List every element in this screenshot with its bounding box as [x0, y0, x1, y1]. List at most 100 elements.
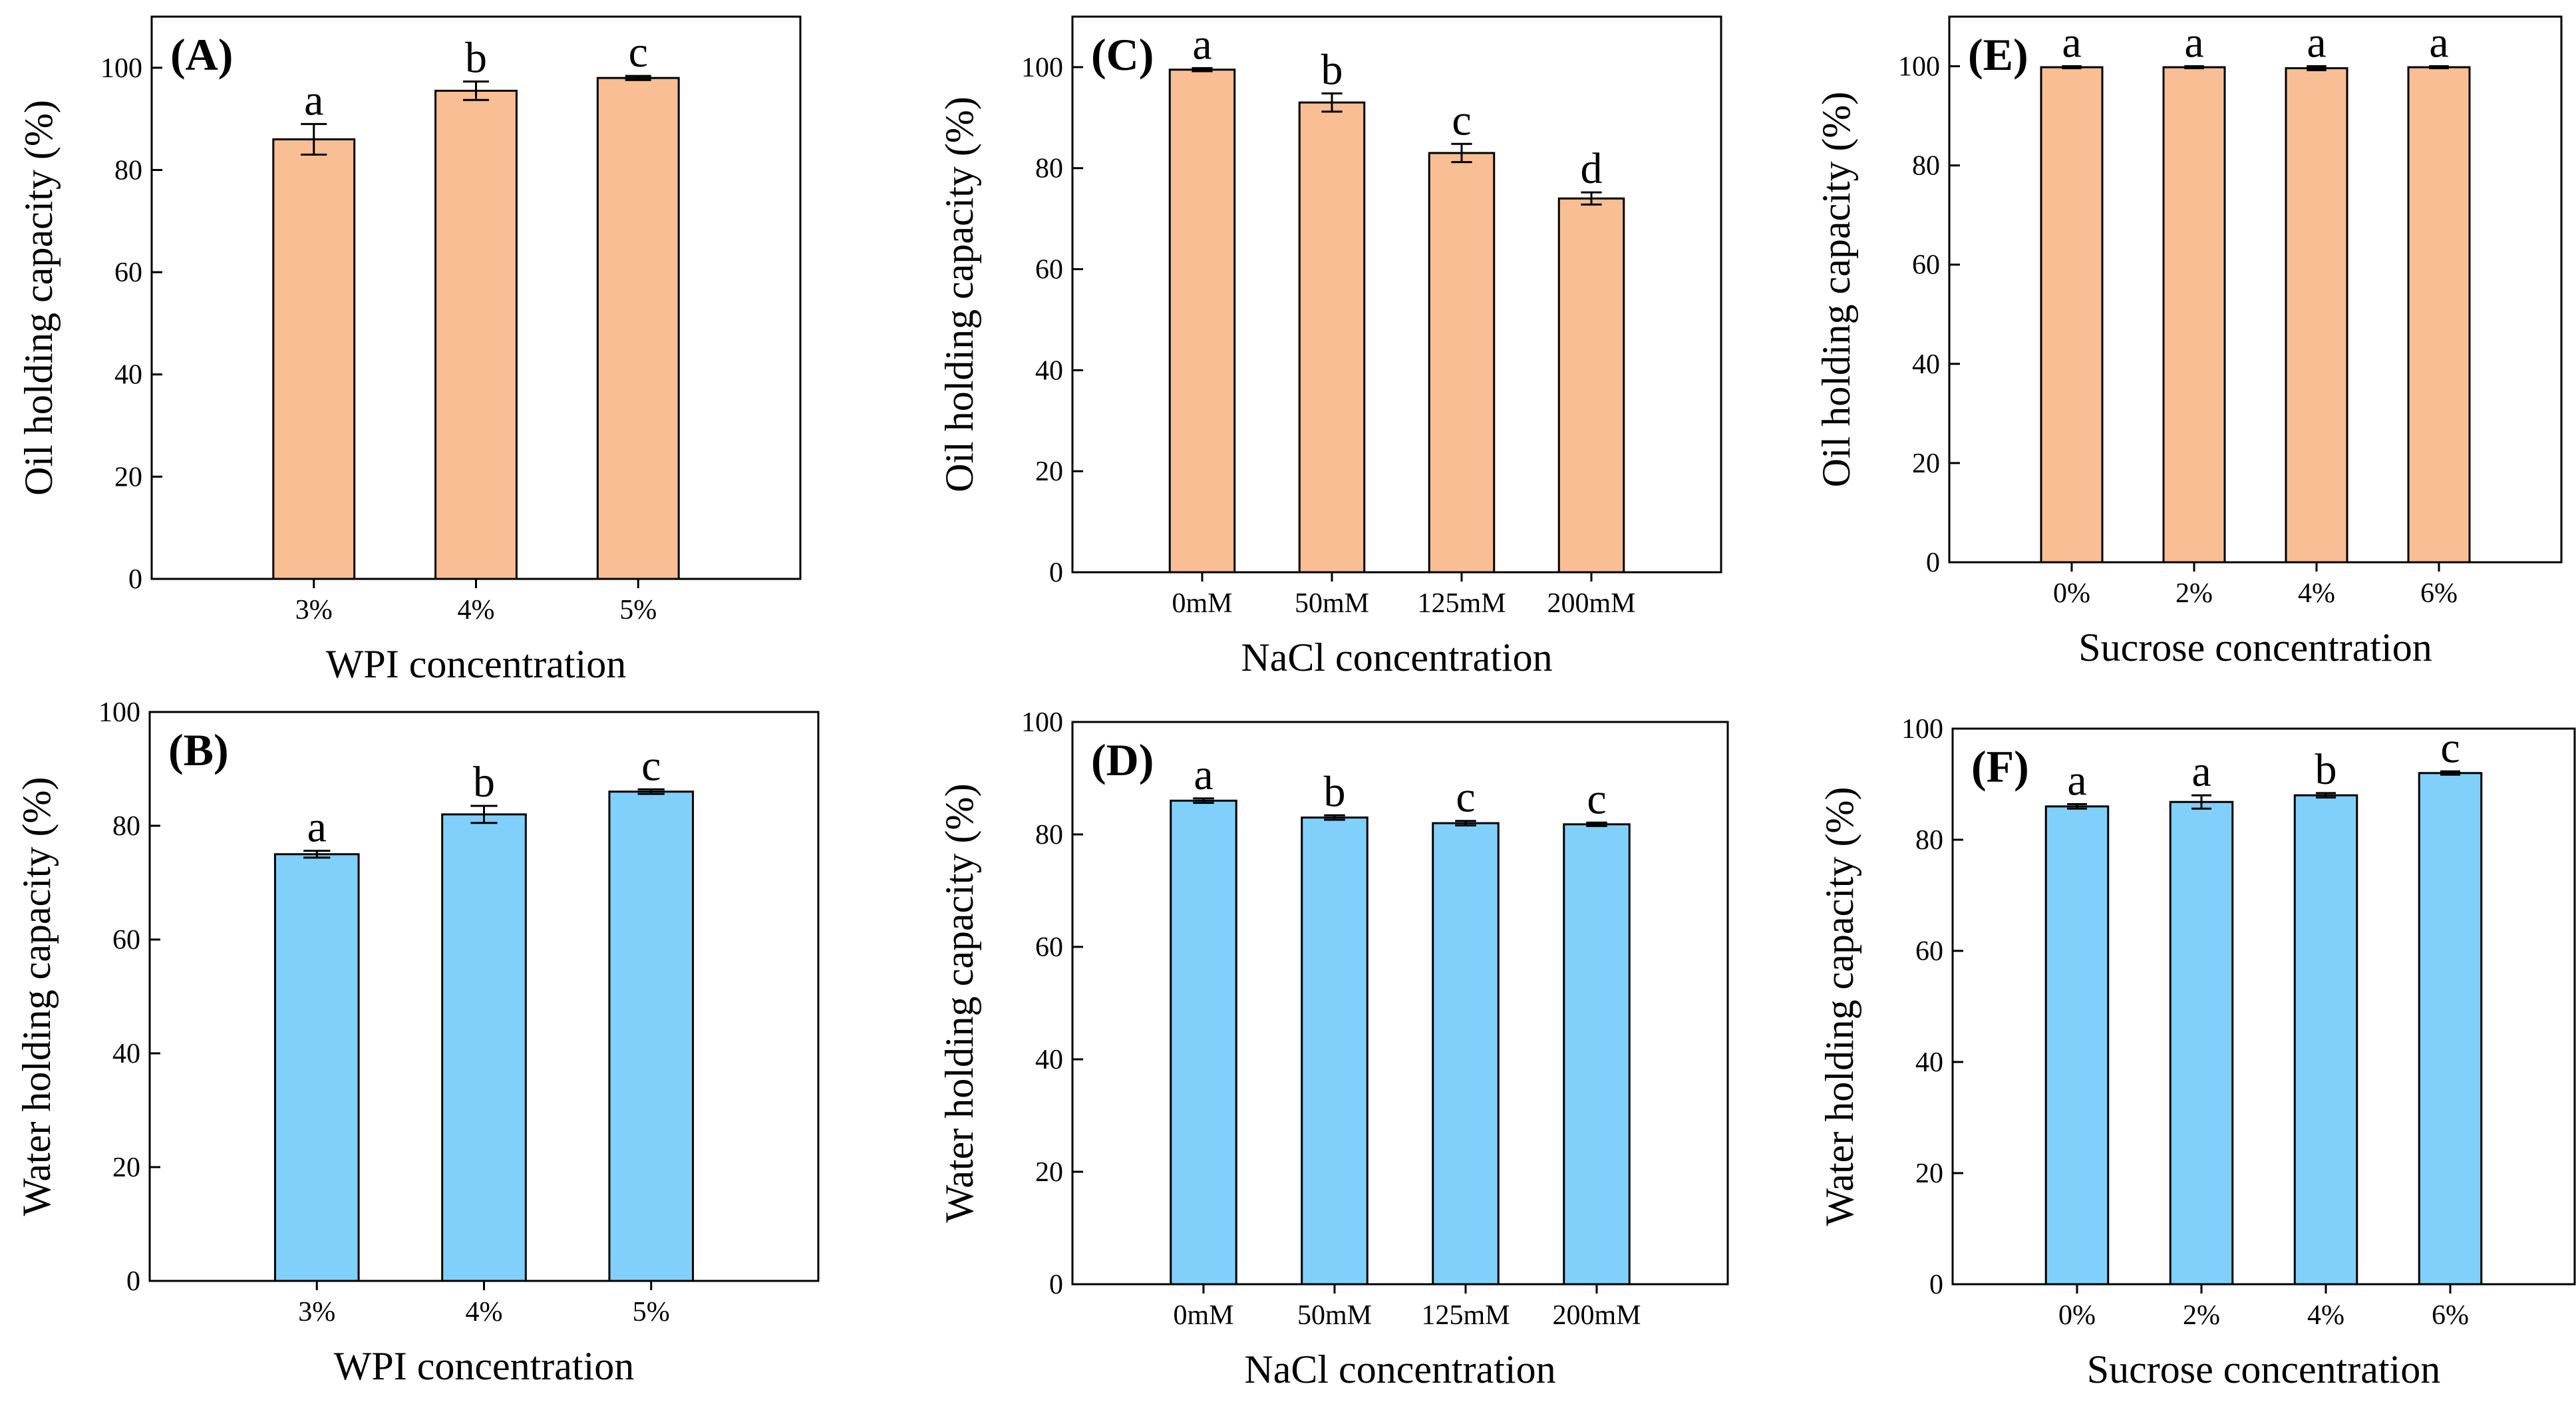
y-tick-label-c-5: 100: [1021, 53, 1063, 83]
y-axis-title-d: Water holding capacity (%): [937, 784, 981, 1223]
error-bar-d-2: [1455, 820, 1476, 826]
significance-letter-d-2: c: [1456, 773, 1475, 822]
error-bar-d-1: [1324, 814, 1345, 821]
x-tick-label-d-1: 50mM: [1297, 1300, 1372, 1331]
y-tick-label-c-3: 60: [1035, 255, 1063, 285]
panel-b: 0 20 40 60 80 100 a 3% b 4% c 5% (B) WPI concentratio…: [15, 697, 820, 1388]
y-tick-label-d-0: 0: [1049, 1270, 1063, 1300]
error-bar-f-3: [2440, 770, 2460, 776]
error-bar-c-1: [1321, 92, 1343, 113]
panel-a: 0 20 40 60 80 100 a 3% b 4% c 5% (A) WPI concentratio…: [17, 15, 802, 686]
bar-d-1: [1301, 816, 1368, 1286]
y-tick-label-f-5: 100: [1901, 714, 1943, 745]
bar-c-1: [1298, 101, 1366, 574]
x-tick-label-d-0: 0mM: [1173, 1300, 1233, 1331]
error-bar-e-3: [2429, 65, 2449, 70]
error-bar-e-1: [2184, 65, 2204, 70]
significance-letter-d-0: a: [1194, 751, 1213, 799]
y-tick-label-e-3: 60: [1912, 250, 1940, 281]
y-axis-title-c: Oil holding capacity (%): [937, 96, 981, 492]
x-axis-title-d: NaCl concentration: [1244, 1347, 1555, 1391]
y-tick-label-f-4: 80: [1915, 825, 1943, 856]
significance-letter-f-1: a: [2191, 747, 2211, 796]
bar-e-1: [2162, 66, 2226, 564]
error-bar-a-2: [625, 75, 651, 81]
y-tick-label-b-0: 0: [126, 1266, 140, 1297]
x-axis-title-a: WPI concentration: [326, 642, 627, 686]
bar-a-0: [272, 138, 356, 580]
bar-a-2: [596, 77, 680, 580]
error-bar-f-2: [2316, 792, 2336, 799]
y-tick-label-a-5: 100: [100, 53, 142, 84]
significance-letter-f-3: c: [2440, 723, 2460, 772]
x-tick-label-a-1: 4%: [458, 595, 495, 625]
y-tick-label-c-0: 0: [1049, 558, 1063, 588]
y-tick-label-a-4: 80: [114, 155, 142, 186]
y-tick-label-b-1: 20: [112, 1152, 140, 1183]
y-tick-label-e-5: 100: [1898, 52, 1940, 83]
panel-label-e: (E): [1968, 29, 2028, 80]
panel-f: 0 20 40 60 80 100 a 0% a 2% b 4% c 6% (F) Sucrose conce…: [1818, 714, 2576, 1391]
significance-letter-b-1: b: [473, 758, 495, 806]
y-tick-label-a-0: 0: [128, 564, 142, 595]
panel-e: 0 20 40 60 80 100 a 0% a 2% a 4% a 6% (E) Sucrose conce…: [1814, 15, 2563, 669]
y-axis-title-f: Water holding capacity (%): [1818, 787, 1861, 1226]
significance-letter-c-3: d: [1581, 144, 1603, 193]
significance-letter-c-2: c: [1452, 96, 1471, 144]
panel-label-a: (A): [170, 29, 233, 80]
plot-frame-f: [1951, 727, 2576, 1286]
y-tick-label-e-0: 0: [1926, 548, 1940, 578]
x-axis-title-e: Sucrose concentration: [2078, 625, 2432, 669]
y-tick-label-c-2: 40: [1035, 355, 1063, 386]
error-bar-b-1: [470, 804, 498, 824]
y-tick-label-f-1: 20: [1915, 1158, 1943, 1189]
error-bar-c-2: [1451, 142, 1472, 164]
significance-letter-d-3: c: [1587, 775, 1606, 823]
significance-letter-e-2: a: [2307, 19, 2326, 67]
y-tick-label-e-2: 40: [1912, 349, 1940, 380]
x-tick-label-c-1: 50mM: [1295, 588, 1369, 619]
significance-letter-c-0: a: [1192, 20, 1211, 69]
significance-letter-a-2: c: [629, 28, 648, 77]
x-tick-label-d-3: 200mM: [1552, 1300, 1641, 1331]
bar-d-3: [1563, 823, 1631, 1286]
error-bar-a-1: [463, 81, 489, 101]
x-tick-label-c-2: 125mM: [1417, 588, 1506, 619]
x-tick-label-b-2: 5%: [633, 1297, 670, 1327]
y-tick-label-f-0: 0: [1929, 1270, 1943, 1300]
bar-f-0: [2044, 805, 2110, 1286]
bar-e-2: [2285, 67, 2348, 564]
error-bar-d-3: [1586, 821, 1607, 827]
bar-f-3: [2418, 772, 2483, 1286]
bar-f-1: [2169, 800, 2234, 1286]
x-axis-title-b: WPI concentration: [334, 1344, 635, 1388]
x-tick-label-f-2: 4%: [2307, 1300, 2344, 1331]
x-tick-label-c-0: 0mM: [1172, 588, 1232, 619]
x-tick-label-c-3: 200mM: [1547, 588, 1635, 619]
bar-c-2: [1428, 152, 1496, 574]
y-tick-label-d-5: 100: [1021, 707, 1063, 738]
error-bar-f-0: [2067, 803, 2087, 810]
plot-frame-c: [1071, 15, 1722, 574]
y-tick-label-f-2: 40: [1915, 1047, 1943, 1078]
y-tick-label-a-2: 40: [114, 360, 142, 391]
x-tick-label-e-0: 0%: [2053, 578, 2090, 609]
y-tick-label-d-4: 80: [1035, 820, 1063, 850]
panel-label-d: (D): [1091, 735, 1154, 785]
bar-a-1: [434, 89, 518, 580]
bar-e-0: [2040, 66, 2104, 564]
significance-letter-c-1: b: [1321, 45, 1343, 94]
bar-d-2: [1432, 822, 1500, 1286]
error-bar-d-0: [1193, 797, 1214, 804]
y-tick-label-a-1: 20: [114, 462, 142, 492]
y-tick-label-a-3: 60: [114, 258, 142, 288]
error-bar-b-2: [637, 788, 665, 795]
y-tick-label-b-4: 80: [112, 811, 140, 842]
bar-b-2: [608, 790, 695, 1282]
panel-label-c: (C): [1091, 29, 1154, 80]
x-axis-title-c: NaCl concentration: [1241, 635, 1552, 679]
y-tick-label-c-4: 80: [1035, 154, 1063, 184]
bar-d-0: [1170, 799, 1237, 1286]
significance-letter-f-0: a: [2067, 757, 2086, 805]
